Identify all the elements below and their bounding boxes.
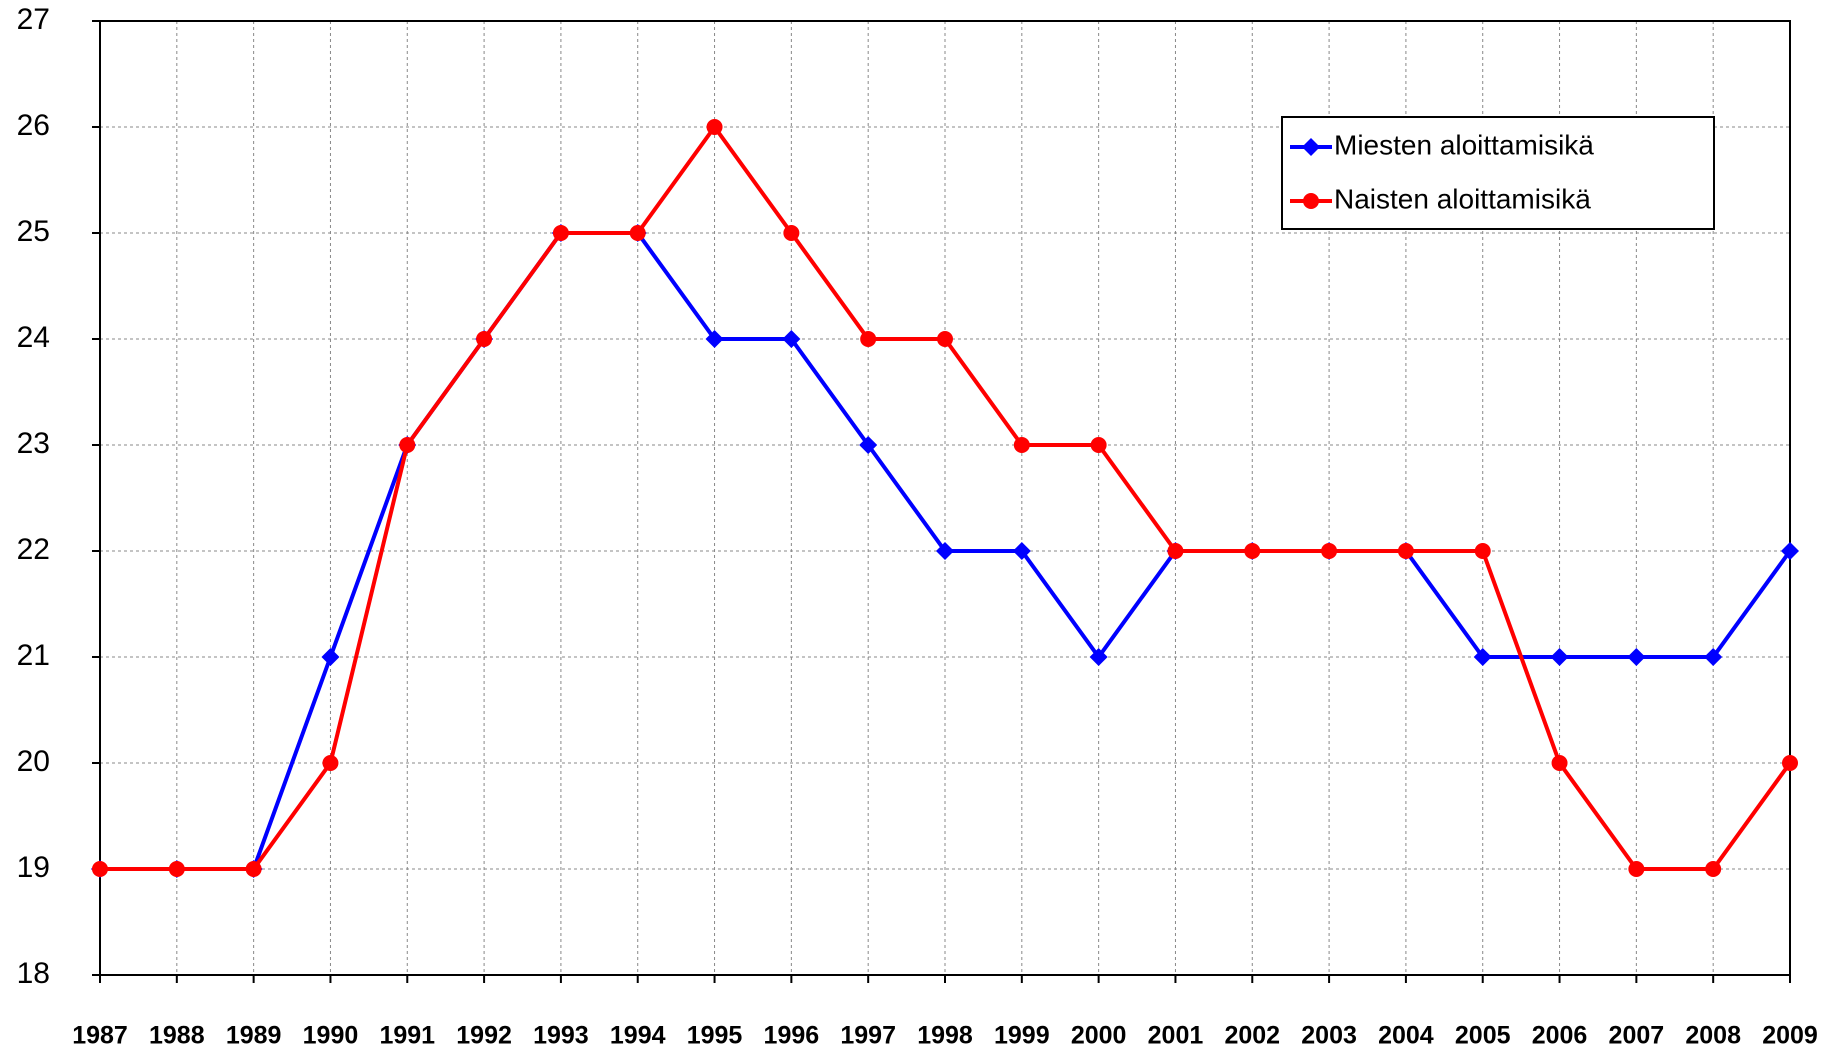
marker [1012,542,1031,560]
x-tick-label: 2001 [1148,1022,1204,1050]
marker [1551,755,1568,771]
x-tick-label: 1987 [72,1022,128,1050]
x-tick-label: 2008 [1685,1022,1741,1050]
marker [399,437,416,453]
marker [1627,648,1646,666]
y-tick-label: 21 [17,639,50,672]
marker [168,861,185,877]
legend: Miesten aloittamisikä Naisten aloittamisi… [1281,116,1715,230]
x-tick-label: 2009 [1762,1022,1818,1050]
y-tick-label: 24 [17,321,50,354]
x-tick-label: 2000 [1071,1022,1127,1050]
marker [1090,437,1107,453]
marker [705,330,724,348]
marker [1782,755,1798,771]
y-tick-label: 23 [17,427,50,460]
series [92,119,1798,877]
legend-box [1281,116,1715,230]
x-tick-label: 1996 [764,1022,820,1050]
marker [782,330,801,348]
marker [1303,193,1319,209]
marker [321,648,340,666]
y-tick-label: 25 [17,215,50,248]
marker [629,225,646,241]
x-tick-label: 1990 [303,1022,359,1050]
marker [859,436,878,454]
marker [1628,861,1645,877]
marker [936,542,954,560]
x-tick-label: 2007 [1609,1022,1665,1050]
y-tick-label: 20 [17,745,50,778]
marker [245,861,262,877]
marker [476,331,493,347]
marker [1704,648,1723,666]
marker [1705,861,1722,877]
plot-frame [99,20,1791,976]
marker [1244,543,1261,559]
y-tick-label: 19 [17,851,50,884]
marker [783,225,800,241]
marker [322,755,339,771]
marker [1781,542,1799,560]
marker [1302,138,1320,156]
legend-label: Naisten aloittamisikä [1334,183,1591,214]
y-tick-label: 18 [17,957,50,990]
marker [92,861,108,877]
marker [1013,437,1030,453]
x-tick-label: 1992 [456,1022,512,1050]
marker [937,331,953,347]
marker [552,225,569,241]
legend-label: Miesten aloittamisikä [1334,129,1594,160]
x-tick-label: 1995 [687,1022,743,1050]
marker [860,331,877,347]
x-tick-label: 2003 [1301,1022,1357,1050]
marker [1473,648,1492,666]
x-tick-label: 1991 [379,1022,435,1050]
x-tick-label: 1999 [994,1022,1050,1050]
x-tick-label: 2006 [1532,1022,1588,1050]
x-tick-label: 1998 [917,1022,973,1050]
x-tick-label: 2004 [1378,1022,1434,1050]
marker [1474,543,1491,559]
x-tick-label: 2002 [1224,1022,1280,1050]
marker [1321,543,1338,559]
marker [706,119,723,135]
x-tick-label: 1988 [149,1022,205,1050]
y-tick-label: 22 [17,533,50,566]
y-tick-label: 27 [17,3,50,36]
x-tick-label: 1994 [610,1022,666,1050]
y-tick-label: 26 [17,109,50,142]
marker [1550,648,1569,666]
marker [1167,543,1184,559]
x-tick-label: 1993 [533,1022,589,1050]
marker [1397,543,1414,559]
x-tick-label: 1997 [840,1022,896,1050]
x-tick-label: 1989 [226,1022,282,1050]
marker [1089,648,1108,666]
x-tick-label: 2005 [1455,1022,1511,1050]
